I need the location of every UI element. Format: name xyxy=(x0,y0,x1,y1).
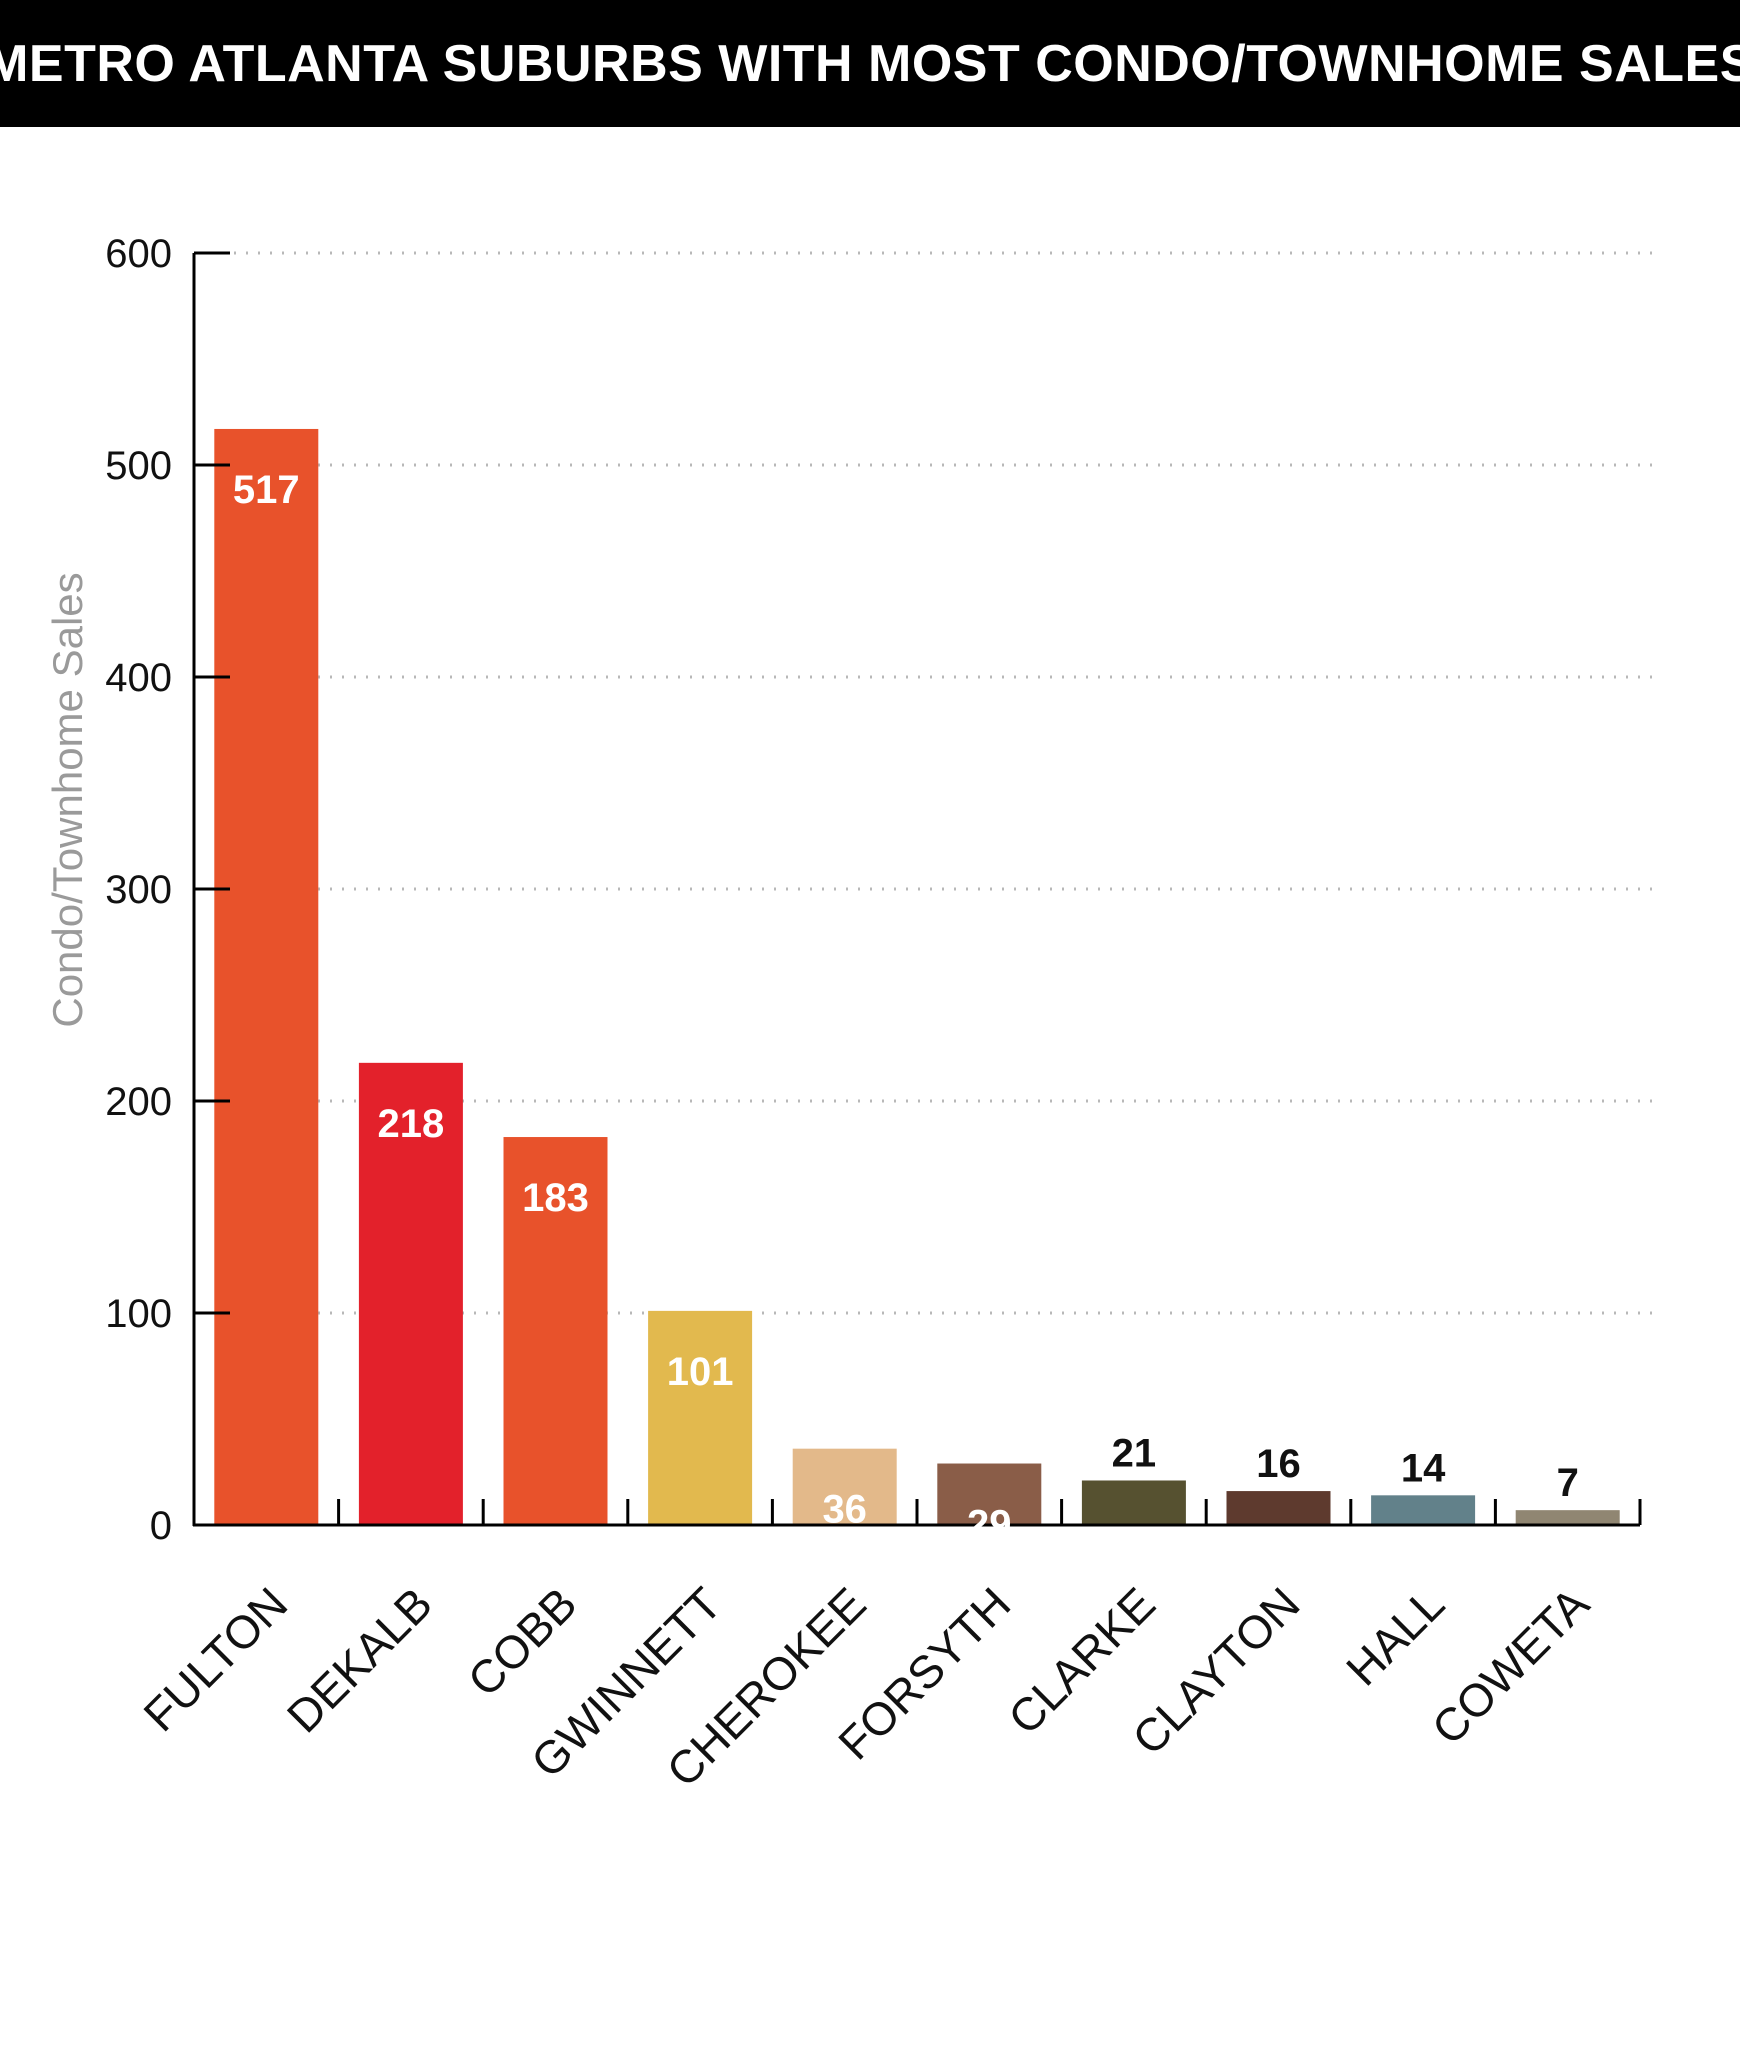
labels: 0 100 200 300 400 500 600 517 FULTON 218 DEKALB 183… xyxy=(105,232,1599,1797)
bar-hall xyxy=(1371,1495,1476,1525)
gridlines xyxy=(234,251,1652,1315)
data-label: 7 xyxy=(1557,1461,1579,1505)
y-tick-label: 0 xyxy=(150,1504,172,1548)
bar-gwinnett xyxy=(648,1310,753,1525)
y-tick-label: 500 xyxy=(105,444,172,488)
data-label: 21 xyxy=(1112,1431,1157,1475)
x-tick-label: DEKALB xyxy=(277,1577,442,1742)
x-tick-label: COBB xyxy=(458,1577,587,1706)
x-tick-label: COWETA xyxy=(1422,1577,1599,1754)
bars xyxy=(214,428,1620,1526)
bar-clarke xyxy=(1081,1480,1186,1525)
data-label: 218 xyxy=(378,1102,445,1146)
bar-fulton xyxy=(214,428,319,1526)
y-tick-label: 600 xyxy=(105,232,172,276)
bar-clayton xyxy=(1226,1491,1331,1525)
bar-dekalb xyxy=(358,1062,463,1525)
data-label: 183 xyxy=(522,1176,589,1220)
bar-coweta xyxy=(1515,1510,1620,1525)
data-label: 101 xyxy=(667,1350,734,1394)
data-label: 29 xyxy=(967,1503,1012,1547)
y-tick-label: 400 xyxy=(105,656,172,700)
x-tick-label: FULTON xyxy=(133,1577,297,1741)
data-label: 517 xyxy=(233,468,300,512)
x-tick-label: HALL xyxy=(1336,1577,1454,1695)
data-label: 16 xyxy=(1256,1442,1301,1486)
axes xyxy=(192,251,1642,1527)
y-tick-label: 200 xyxy=(105,1080,172,1124)
chart-title: METRO ATLANTA SUBURBS WITH MOST CONDO/TO… xyxy=(0,34,1740,93)
y-tick-label: 300 xyxy=(105,868,172,912)
y-axis-label: Condo/Townhome Sales xyxy=(44,572,91,1027)
bar-cobb xyxy=(503,1137,608,1525)
title-bar: METRO ATLANTA SUBURBS WITH MOST CONDO/TO… xyxy=(0,0,1740,127)
bar-forsyth xyxy=(937,1463,1042,1525)
data-label: 36 xyxy=(822,1488,867,1532)
y-tick-label: 100 xyxy=(105,1292,172,1336)
bar-cherokee xyxy=(792,1448,897,1525)
data-label: 14 xyxy=(1401,1446,1446,1490)
